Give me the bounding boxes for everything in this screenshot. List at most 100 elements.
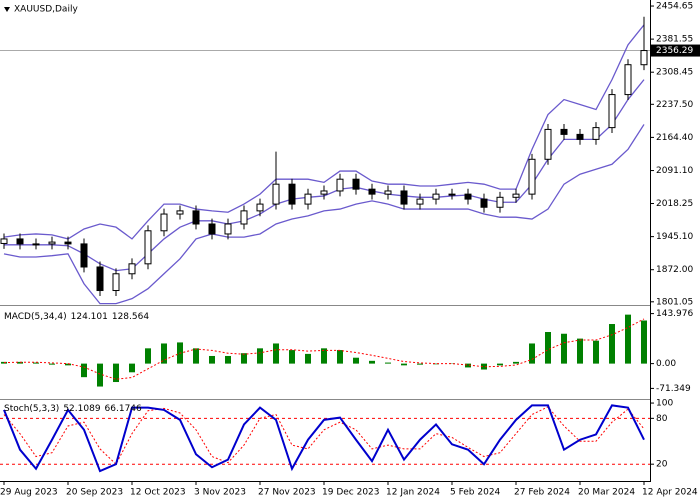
macd-bar xyxy=(465,363,471,368)
candle-body xyxy=(464,193,472,200)
candle-body xyxy=(304,193,312,205)
candle-body xyxy=(496,196,504,208)
candle-body xyxy=(384,190,392,195)
candle-body xyxy=(48,241,56,245)
y-tick-label: -71.349 xyxy=(656,384,691,394)
macd-signal xyxy=(3,318,645,380)
candle-body xyxy=(160,213,168,232)
candle-body xyxy=(592,127,600,140)
y-tick-label: 1945.10 xyxy=(656,232,693,242)
y-tick-label: 1801.05 xyxy=(656,297,693,307)
macd-bar xyxy=(241,353,247,364)
y-tick-label: 2164.40 xyxy=(656,133,693,143)
y-tick-label: 2308.45 xyxy=(656,68,693,78)
candle-body xyxy=(448,193,456,196)
bollinger-upper xyxy=(3,24,645,240)
macd-bar xyxy=(305,353,311,364)
candle-body xyxy=(96,266,104,292)
x-tick-label: 12 Oct 2023 xyxy=(130,488,186,498)
macd-bar xyxy=(97,363,103,387)
x-tick-label: 29 Aug 2023 xyxy=(0,488,58,498)
candle-body xyxy=(240,210,248,225)
macd-bar xyxy=(417,363,423,365)
macd-bar xyxy=(337,350,343,364)
macd-bar xyxy=(209,355,215,364)
macd-bar xyxy=(609,324,615,364)
macd-bar xyxy=(193,348,199,364)
x-tick-label: 27 Feb 2024 xyxy=(514,488,570,498)
candle-body xyxy=(624,64,632,96)
macd-bar xyxy=(401,363,407,366)
macd-bar xyxy=(641,320,647,364)
macd-bar xyxy=(497,363,503,366)
y-tick-label: 2018.25 xyxy=(656,199,693,209)
macd-bar xyxy=(561,333,567,364)
macd-bar xyxy=(625,314,631,364)
macd-bar xyxy=(33,362,39,364)
y-tick-label: 143.976 xyxy=(656,309,693,319)
macd-bar xyxy=(545,332,551,364)
candle-body xyxy=(432,193,440,200)
macd-bar xyxy=(289,350,295,364)
candle-body xyxy=(272,183,280,205)
stoch-main xyxy=(3,404,645,473)
indicator-header: Stoch(5,3,3) 52.1089 66.1746 xyxy=(4,404,142,414)
price-panel xyxy=(0,16,650,305)
macd-bar xyxy=(145,348,151,364)
y-tick-label: 1872.00 xyxy=(656,265,693,275)
candle-body xyxy=(224,223,232,235)
header-part: 124.101 xyxy=(71,312,108,322)
candle-body xyxy=(16,238,24,245)
candle-body xyxy=(256,203,264,212)
stoch-signal xyxy=(3,406,645,466)
macd-bar xyxy=(65,363,71,366)
candle-body xyxy=(544,128,552,160)
candle-body xyxy=(176,210,184,215)
macd-bar xyxy=(385,362,391,364)
x-tick-label: 12 Jan 2024 xyxy=(386,488,440,498)
macd-bar xyxy=(481,363,487,370)
macd-bar xyxy=(353,357,359,364)
macd-bar xyxy=(529,343,535,364)
indicator-header: MACD(5,34,4) 124.101 128.564 xyxy=(4,312,149,322)
y-tick-label: 2454.65 xyxy=(656,2,693,12)
chart-title: XAUUSD,Daily xyxy=(14,5,78,15)
current-price-label: 2356.29 xyxy=(656,46,693,56)
candle-body xyxy=(512,193,520,198)
macd-bar xyxy=(273,343,279,364)
bollinger-lower xyxy=(3,124,645,305)
candle-body xyxy=(64,241,72,245)
candle-body xyxy=(528,158,536,195)
macd-bar xyxy=(225,355,231,364)
macd-bar xyxy=(129,363,135,373)
y-tick-label: 80 xyxy=(656,414,668,424)
x-tick-label: 12 Apr 2024 xyxy=(642,488,698,498)
candle-body xyxy=(128,263,136,275)
macd-bar xyxy=(577,338,583,364)
macd-bar xyxy=(433,363,439,365)
y-tick-label: 20 xyxy=(656,460,668,470)
y-tick-label: 0.00 xyxy=(656,359,676,369)
macd-bar xyxy=(369,360,375,364)
current-price-box xyxy=(651,44,700,57)
x-tick-label: 5 Feb 2024 xyxy=(450,488,501,498)
y-tick-label: 2091.10 xyxy=(656,166,693,176)
macd-bar xyxy=(593,340,599,364)
candle-body xyxy=(208,223,216,235)
header-part: 52.1089 xyxy=(63,404,100,414)
menu-arrow[interactable] xyxy=(4,7,10,12)
macd-bar xyxy=(513,361,519,364)
macd-bar xyxy=(113,363,119,383)
x-tick-label: 20 Sep 2023 xyxy=(66,488,123,498)
candle-body xyxy=(416,198,424,205)
x-tick-label: 19 Dec 2023 xyxy=(322,488,380,498)
candle-body xyxy=(0,238,8,244)
header-part: 66.1746 xyxy=(105,404,142,414)
x-tick-label: 20 Mar 2024 xyxy=(578,488,635,498)
candle-body xyxy=(336,178,344,192)
candle-body xyxy=(112,273,120,292)
x-tick-label: 3 Nov 2023 xyxy=(194,488,246,498)
macd-bar xyxy=(81,363,87,378)
candle-body xyxy=(560,128,568,135)
